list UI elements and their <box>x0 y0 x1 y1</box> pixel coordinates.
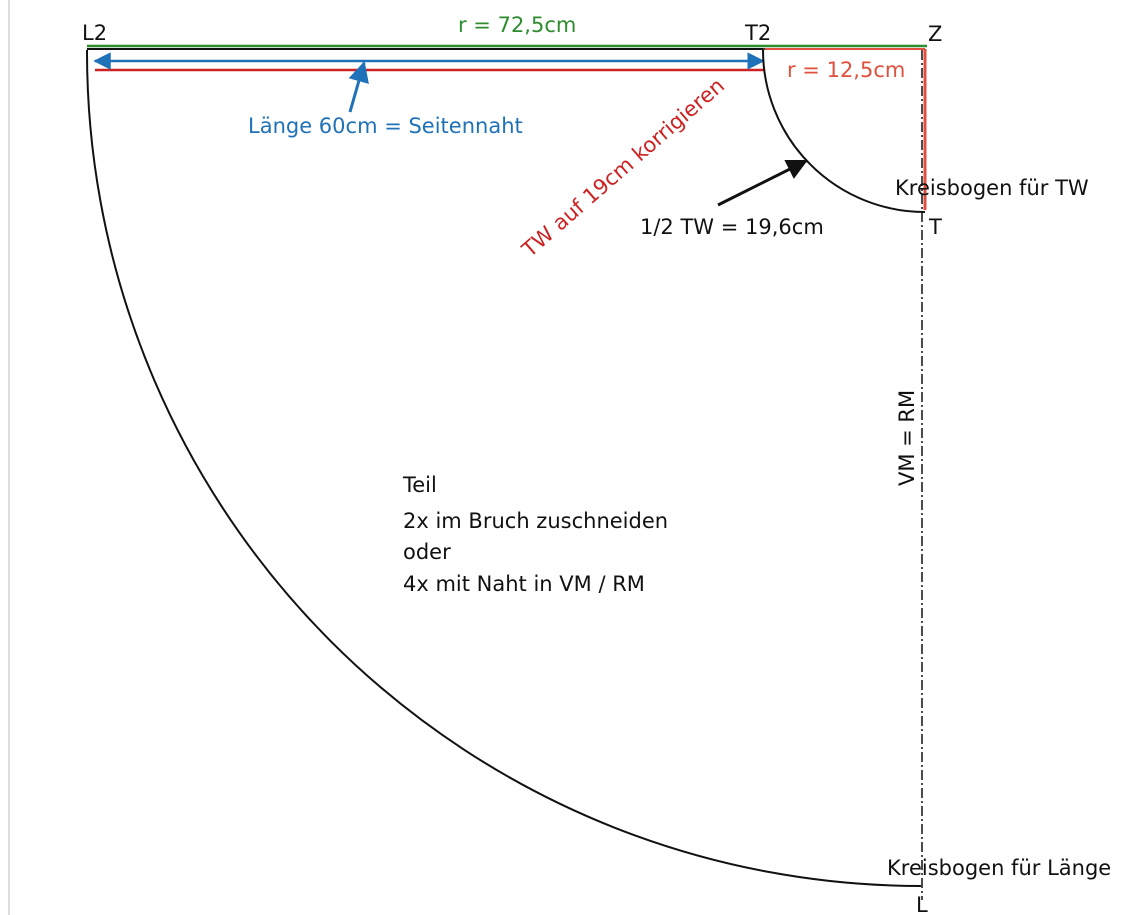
point-label-l: L <box>916 893 928 915</box>
point-label-t: T <box>928 215 942 239</box>
point-label-l2: L2 <box>82 21 107 45</box>
waist-arc-note: Kreisbogen für TW <box>895 176 1089 200</box>
waist-arc <box>762 49 926 213</box>
half-waist-callout-arrow <box>717 159 808 207</box>
half-waist-label: 1/2 TW = 19,6cm <box>640 215 824 239</box>
length-arc-note: Kreisbogen für Länge <box>887 856 1111 880</box>
point-label-z: Z <box>928 22 942 46</box>
outer-radius-label: r = 72,5cm <box>458 13 576 37</box>
length-callout-arrow <box>348 60 369 113</box>
length-label: Länge 60cm = Seitennaht <box>248 114 523 138</box>
instruction-line: Teil <box>402 473 437 497</box>
point-label-t2: T2 <box>744 21 771 45</box>
inner-radius-label: r = 12,5cm <box>787 58 905 82</box>
cutting-instructions: Teil 2x im Bruch zuschneiden oder 4x mit… <box>402 473 668 596</box>
fold-line-label: VM = RM <box>895 390 919 486</box>
instruction-line: oder <box>403 540 451 564</box>
length-arc <box>85 49 922 887</box>
instruction-line: 4x mit Naht in VM / RM <box>403 572 645 596</box>
instruction-line: 2x im Bruch zuschneiden <box>403 509 668 533</box>
